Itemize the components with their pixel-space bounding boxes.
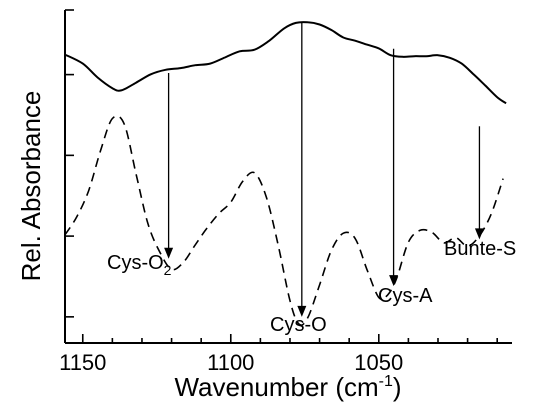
annotation-label: Cys-O [270,314,327,336]
y-axis-title: Rel. Absorbance [16,91,46,282]
x-tick-label: 1150 [59,350,106,375]
annotation-arrowhead [297,305,307,317]
dashed-spectrum-line [64,115,504,326]
annotation-arrowhead [389,275,399,287]
annotation-label: Cys-A [378,285,433,307]
annotation-arrowhead [164,247,174,259]
x-ticks: 1150 1100 1050 [59,334,498,375]
x-tick-label: 1050 [354,350,403,375]
annotation-arrowhead [474,228,484,240]
annotation-label: Cys-O2 [107,252,172,278]
annotations: Cys-O2 Cys-O Cys-A Bunte-S [107,22,516,336]
plot-area [64,21,507,326]
y-ticks [65,9,74,318]
solid-spectrum-line [64,21,507,105]
annotation-label: Bunte-S [444,238,516,260]
x-tick-label: 1100 [207,350,254,375]
x-axis-title: Wavenumber (cm-1) [174,372,401,402]
